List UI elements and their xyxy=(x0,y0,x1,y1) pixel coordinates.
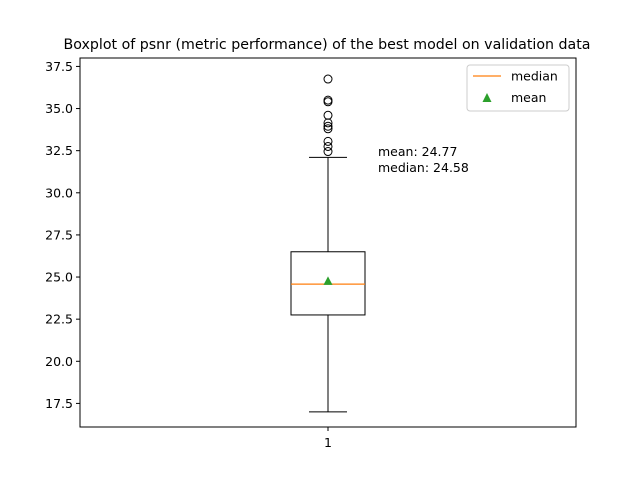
outlier-point xyxy=(323,124,333,134)
y-tick-label: 37.5 xyxy=(45,59,73,74)
y-tick-label: 27.5 xyxy=(45,227,73,242)
outlier-point xyxy=(323,110,333,120)
mean-annotation: mean: 24.77 xyxy=(378,144,457,159)
y-tick-label: 32.5 xyxy=(45,143,73,158)
x-axis: 1 xyxy=(324,427,332,450)
outlier-point xyxy=(323,74,333,84)
legend-mean-marker xyxy=(482,93,492,102)
chart-title: Boxplot of psnr (metric performance) of … xyxy=(64,37,591,53)
median-annotation: median: 24.58 xyxy=(378,160,469,175)
y-axis: 17.5 20.0 22.5 25.0 27.5 30.0 32.5 35.0 37.5 xyxy=(45,59,80,411)
outlier-point xyxy=(323,136,333,146)
iqr-box xyxy=(290,251,366,316)
outlier-point xyxy=(323,147,333,157)
x-tick-label: 1 xyxy=(324,435,332,450)
y-tick-label: 22.5 xyxy=(45,312,73,327)
box-plot xyxy=(290,156,366,413)
outlier-point xyxy=(323,141,333,151)
legend: median mean xyxy=(466,64,570,112)
y-tick-label: 25.0 xyxy=(45,270,73,285)
legend-median-label: median xyxy=(511,69,558,84)
y-tick-label: 30.0 xyxy=(45,185,73,200)
legend-mean-label: mean xyxy=(511,90,546,105)
outlier-point xyxy=(323,95,333,105)
mean-marker xyxy=(323,276,333,285)
y-tick-label: 35.0 xyxy=(45,101,73,116)
y-tick-label: 20.0 xyxy=(45,354,73,369)
outlier-point xyxy=(323,121,333,131)
outlier-points xyxy=(323,74,333,157)
y-tick-label: 17.5 xyxy=(45,396,73,411)
